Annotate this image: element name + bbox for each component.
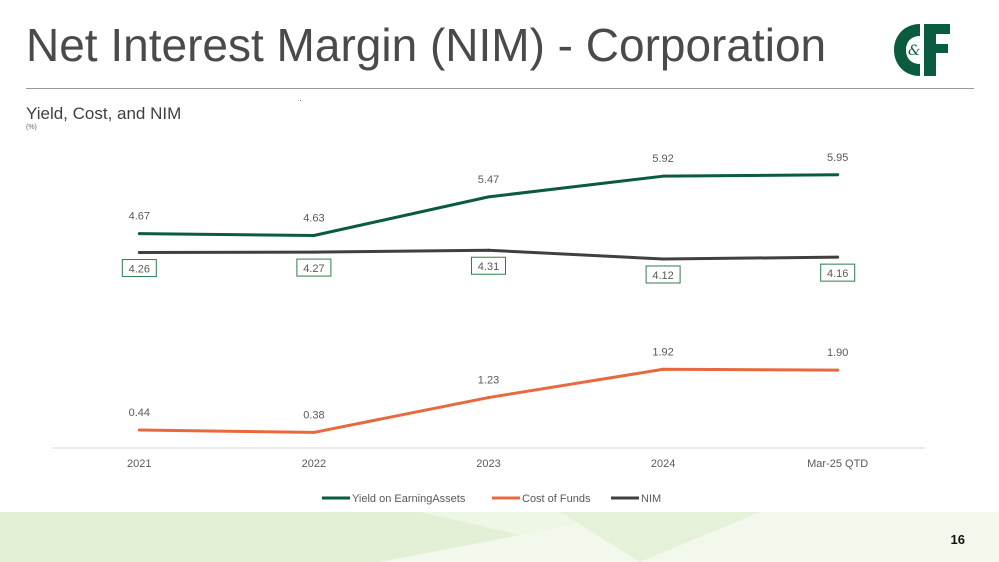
data-point — [487, 195, 490, 199]
data-point — [487, 248, 490, 252]
x-tick-label: 2022 — [302, 458, 326, 470]
data-label-box — [471, 256, 506, 275]
data-label-box — [121, 259, 157, 278]
data-label: 4.16 — [827, 268, 848, 280]
unit-note: (%) — [26, 124, 37, 131]
data-point — [836, 255, 840, 259]
data-label-box — [296, 258, 332, 277]
data-point — [836, 173, 840, 177]
data-label: 4.67 — [129, 211, 150, 223]
data-label: 5.92 — [652, 153, 673, 165]
data-label: 4.31 — [478, 261, 499, 273]
data-point — [312, 250, 316, 254]
x-tick-label: 2021 — [127, 458, 151, 470]
line-chart: 2021 2022 2023 2024 Mar-25 QTD 4.67 4.63 5.47 5.… — [52, 152, 925, 505]
data-label: 4.27 — [303, 263, 324, 275]
data-label: 1.23 — [478, 375, 499, 387]
x-tick-label: 2024 — [651, 458, 675, 470]
data-label: 0.38 — [303, 409, 324, 421]
data-point — [487, 396, 490, 400]
page-title: Net Interest Margin (NIM) - Corporation — [26, 19, 827, 71]
data-label: 4.26 — [129, 264, 150, 276]
data-point — [312, 430, 316, 434]
svg-text:&: & — [908, 43, 920, 59]
data-label: 1.90 — [827, 347, 848, 359]
data-point — [836, 368, 840, 372]
data-point — [137, 232, 141, 236]
data-label: 5.47 — [478, 174, 499, 186]
logo-mark: & — [894, 24, 950, 76]
data-point — [137, 251, 141, 255]
data-point — [661, 367, 665, 371]
data-label: 0.44 — [129, 407, 150, 419]
company-logo: & — [894, 24, 950, 76]
data-label: 5.95 — [827, 152, 848, 164]
data-point — [312, 234, 316, 238]
data-label: 4.12 — [652, 270, 673, 282]
legend-label: NIM — [641, 493, 661, 505]
data-label: 4.63 — [303, 213, 324, 225]
data-point — [661, 257, 665, 261]
data-point — [137, 428, 141, 432]
legend-label: Cost of Funds — [522, 493, 591, 505]
x-tick-label: 2023 — [476, 458, 500, 470]
chart-subtitle: Yield, Cost, and NIM — [26, 104, 182, 123]
data-label: 1.92 — [652, 346, 673, 358]
data-point — [661, 174, 665, 178]
legend-label: Yield on EarningAssets — [352, 493, 466, 505]
footer-band — [0, 512, 999, 562]
data-label-box — [645, 265, 681, 284]
stray-dot — [300, 100, 301, 101]
title-divider — [26, 88, 974, 89]
data-label-box — [820, 263, 856, 282]
page-number: 16 — [950, 532, 965, 547]
x-tick-label: Mar-25 QTD — [807, 458, 868, 470]
